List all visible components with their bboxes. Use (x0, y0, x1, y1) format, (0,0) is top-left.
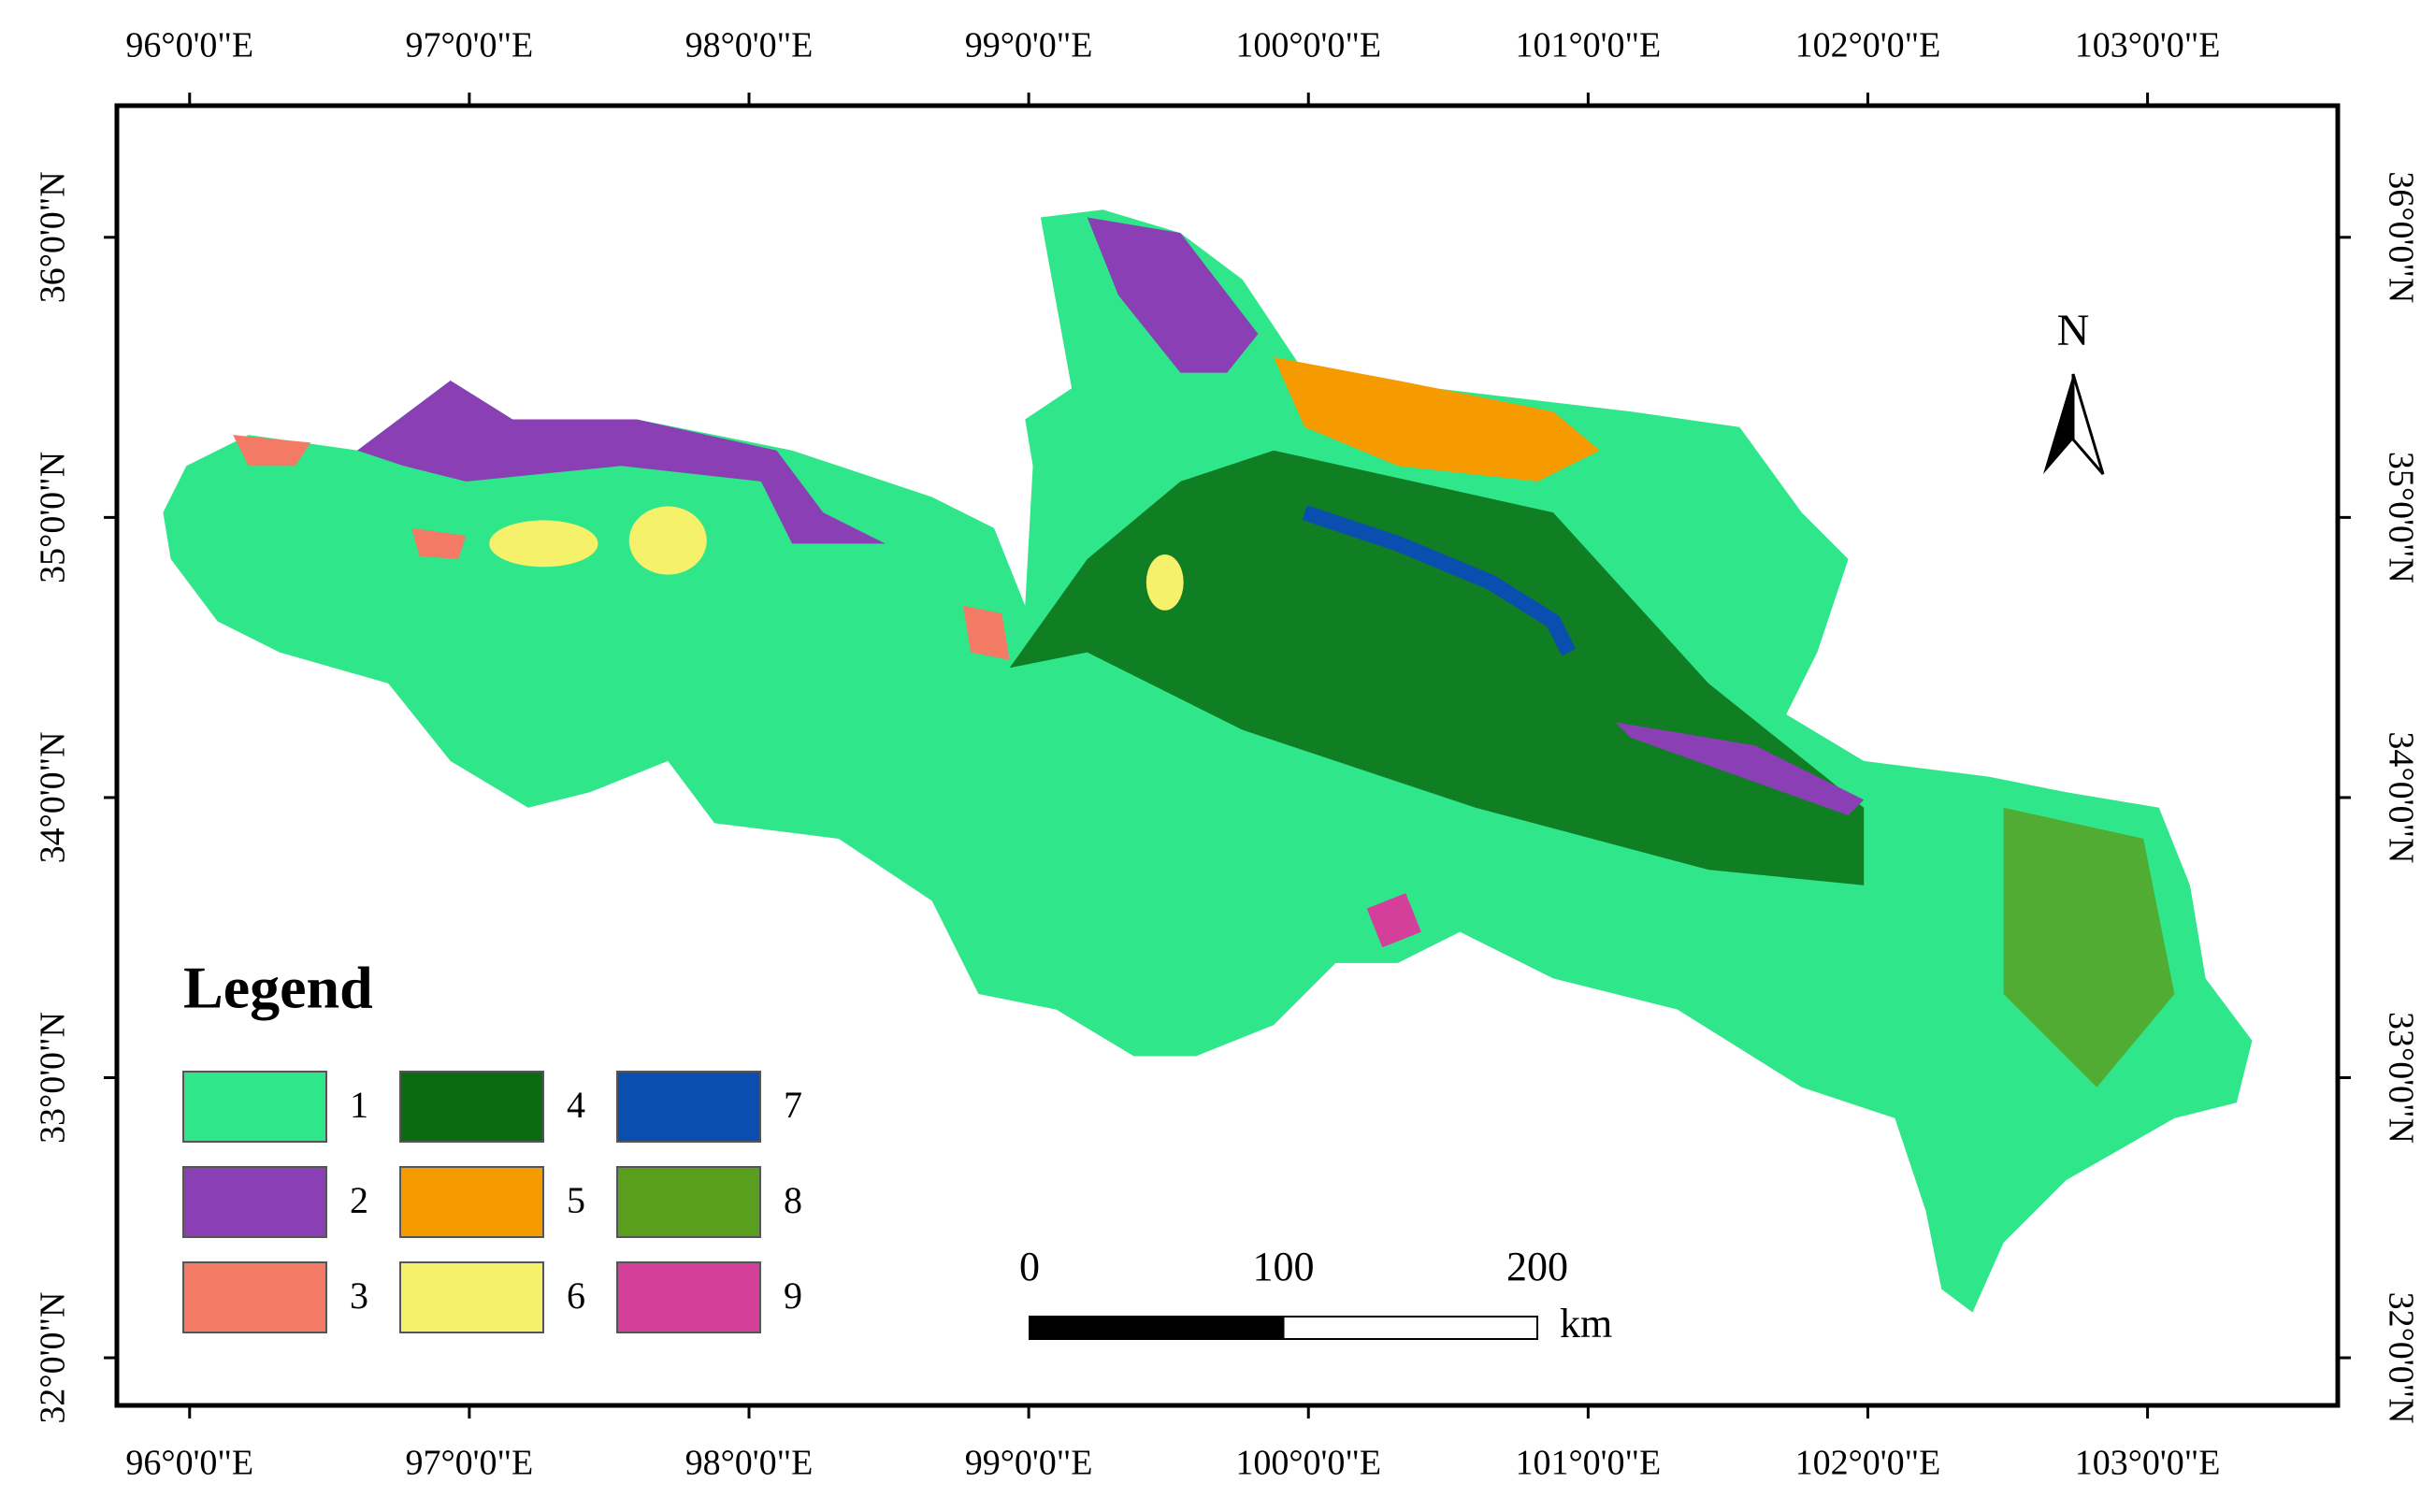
lon-label-bottom: 103°0'0"E (2075, 1444, 2221, 1483)
lat-label-right: 35°0'0"N (2381, 452, 2420, 583)
legend-swatch (616, 1071, 761, 1143)
region-class-3 (962, 605, 1010, 660)
north-arrow-left (2043, 374, 2073, 474)
legend-label: 5 (567, 1179, 585, 1221)
region-class-6 (489, 520, 598, 568)
scale-label: 0 (1019, 1244, 1040, 1289)
lon-label-bottom: 101°0'0"E (1515, 1444, 1661, 1483)
lon-label-top: 100°0'0"E (1235, 26, 1381, 65)
north-label: N (2057, 306, 2090, 355)
region-class-2 (1615, 722, 1865, 816)
map-regions (163, 209, 2253, 1313)
lat-label-left: 32°0'0"N (34, 1292, 73, 1424)
legend-title: Legend (183, 955, 373, 1021)
legend-swatch (182, 1071, 327, 1143)
legend-label: 1 (350, 1084, 368, 1126)
lon-label-bottom: 102°0'0"E (1795, 1444, 1941, 1483)
region-class-1 (163, 209, 2253, 1313)
lat-label-left: 36°0'0"N (34, 171, 73, 303)
legend-label: 3 (350, 1274, 368, 1317)
region-class-3 (411, 527, 467, 559)
lon-label-top: 99°0'0"E (965, 26, 1093, 65)
region-class-2 (1087, 217, 1259, 373)
region-class-8 (2003, 807, 2175, 1087)
lat-label-left: 33°0'0"N (34, 1012, 73, 1144)
scale-segment (1282, 1316, 1538, 1340)
north-arrow-right (2071, 373, 2105, 475)
legend-swatch (399, 1166, 544, 1238)
legend-swatch (399, 1261, 544, 1333)
lon-label-top: 101°0'0"E (1515, 26, 1661, 65)
legend-label: 2 (350, 1179, 368, 1221)
scale-segment (1029, 1316, 1285, 1340)
region-class-5 (1274, 357, 1600, 482)
map-frame (114, 103, 2341, 1408)
scale-label: 100 (1253, 1244, 1315, 1289)
lon-label-top: 96°0'0"E (125, 26, 253, 65)
lon-label-bottom: 97°0'0"E (405, 1444, 533, 1483)
lat-label-right: 33°0'0"N (2381, 1012, 2420, 1144)
legend-label: 8 (784, 1179, 802, 1221)
legend-swatch (182, 1261, 327, 1333)
lon-label-bottom: 99°0'0"E (965, 1444, 1093, 1483)
region-class-9 (1366, 893, 1421, 948)
scale-unit: km (1560, 1301, 1612, 1346)
region-class-4 (1009, 450, 1865, 886)
legend-swatch (616, 1166, 761, 1238)
legend-swatch (399, 1071, 544, 1143)
region-class-6 (1145, 554, 1184, 611)
region-class-6 (628, 506, 707, 575)
lon-label-top: 103°0'0"E (2075, 26, 2221, 65)
lat-label-right: 34°0'0"N (2381, 731, 2420, 863)
legend-label: 7 (784, 1084, 802, 1126)
region-class-7 (1302, 505, 1577, 656)
region-class-3 (233, 435, 311, 467)
lon-label-bottom: 96°0'0"E (125, 1444, 253, 1483)
legend-label: 9 (784, 1274, 802, 1317)
lat-label-right: 32°0'0"N (2381, 1292, 2420, 1424)
scale-label: 200 (1506, 1244, 1568, 1289)
lon-label-top: 102°0'0"E (1795, 26, 1941, 65)
lon-label-top: 97°0'0"E (405, 26, 533, 65)
lat-label-right: 36°0'0"N (2381, 171, 2420, 303)
lat-label-left: 34°0'0"N (34, 731, 73, 863)
lon-label-bottom: 100°0'0"E (1235, 1444, 1381, 1483)
legend-swatch (616, 1261, 761, 1333)
region-class-2 (357, 380, 886, 544)
legend-swatch (182, 1166, 327, 1238)
legend-label: 4 (567, 1084, 585, 1126)
lon-label-bottom: 98°0'0"E (685, 1444, 814, 1483)
lon-label-top: 98°0'0"E (685, 26, 814, 65)
north-arrow: N (2043, 306, 2105, 475)
legend-label: 6 (567, 1274, 585, 1317)
lat-label-left: 35°0'0"N (34, 452, 73, 583)
